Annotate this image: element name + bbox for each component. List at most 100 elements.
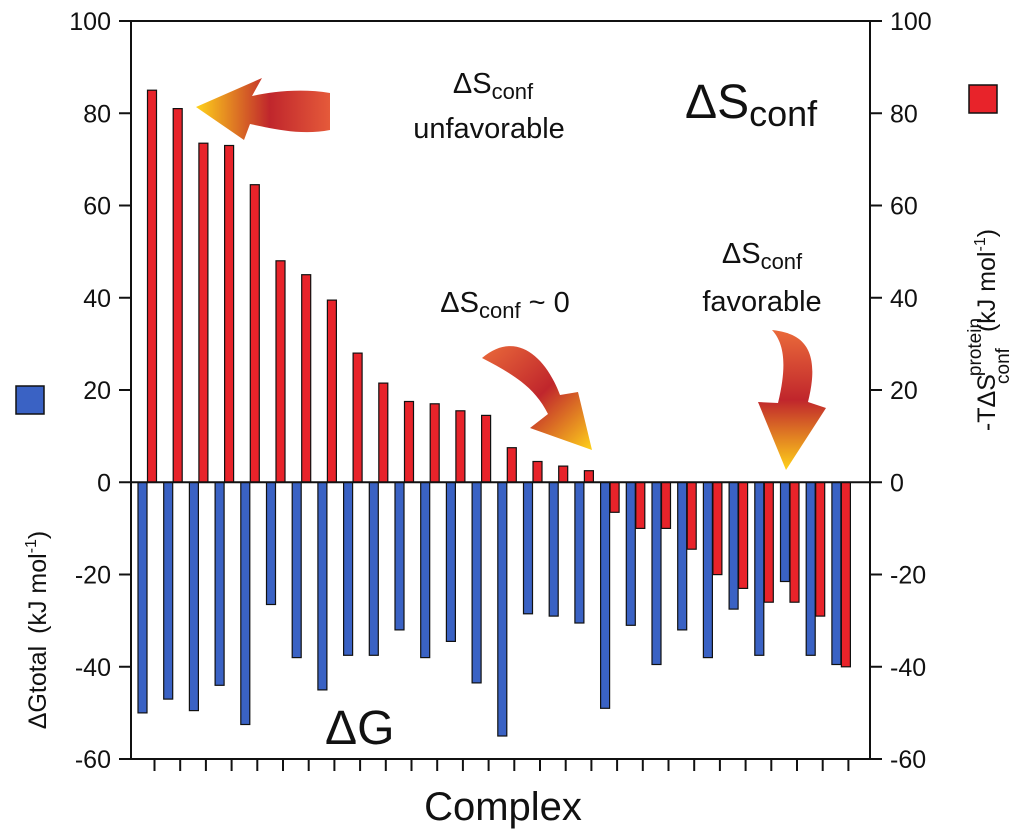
annotation-favorable-sub: conf xyxy=(761,249,803,274)
annotation-zero: ΔSconf ~ 0 xyxy=(440,287,570,323)
left-tick-label-8: -60 xyxy=(75,746,111,774)
bar-dG-12 xyxy=(420,481,431,659)
bar-dG-9 xyxy=(343,481,354,656)
bar-TdS-26 xyxy=(789,481,800,603)
left-ticks: 100 80 60 40 20 0 -20 -40 -60 xyxy=(69,8,131,774)
bar-dG-7 xyxy=(291,481,302,659)
right-tick-label-4: 20 xyxy=(890,377,918,405)
left-axis-title: ΔGtotal (kJ mol-1) xyxy=(23,531,52,730)
bar-dG-1 xyxy=(137,481,148,714)
right-tick-label-1: 80 xyxy=(890,100,918,128)
bar-dG-5 xyxy=(240,481,251,726)
left-tick-label-4: 20 xyxy=(83,377,111,405)
bar-dG-14 xyxy=(471,481,482,684)
big-label-dS-sub: conf xyxy=(749,93,818,134)
right-ticks: 100 80 60 40 20 0 -20 -40 -60 xyxy=(870,8,932,774)
legend-swatch-TdS xyxy=(968,84,998,114)
annotation-unfavorable-main: ΔS xyxy=(453,68,492,100)
big-label-dS: ΔSconf xyxy=(685,76,818,134)
arrow-unfavorable-icon xyxy=(196,78,330,140)
annotation-favorable-line1: ΔSconf xyxy=(722,238,803,274)
right-axis-title-sub: conf xyxy=(993,347,1014,384)
bar-dG-25 xyxy=(754,481,765,656)
bar-TdS-25 xyxy=(763,481,774,603)
left-tick-label-3: 40 xyxy=(83,285,111,313)
annotation-unfavorable-sub: conf xyxy=(492,79,534,104)
annotation-zero-sub: conf xyxy=(479,298,521,323)
left-axis-title-sup: -1 xyxy=(23,539,40,553)
bar-dG-10 xyxy=(368,481,379,656)
legend-swatch-dG xyxy=(15,385,45,415)
bar-TdS-11 xyxy=(403,400,415,483)
bar-TdS-21 xyxy=(660,481,672,529)
bar-TdS-8 xyxy=(326,299,337,483)
bar-TdS-16 xyxy=(532,460,543,483)
bar-TdS-22 xyxy=(686,481,697,550)
bar-dG-2 xyxy=(163,481,174,700)
bar-dG-13 xyxy=(445,481,456,642)
bar-TdS-2 xyxy=(172,107,183,483)
annotation-favorable-line2: favorable xyxy=(702,286,821,318)
bar-TdS-3 xyxy=(198,142,209,483)
bar-dG-24 xyxy=(728,481,739,610)
bar-TdS-12 xyxy=(429,403,440,483)
annotation-zero-main: ΔS xyxy=(440,287,479,319)
bar-TdS-13 xyxy=(455,410,466,483)
x-ticks xyxy=(153,759,850,771)
right-axis-title-close: ) xyxy=(973,229,1001,237)
left-tick-label-6: -20 xyxy=(75,562,111,590)
bar-TdS-15 xyxy=(506,447,517,483)
annotation-unfavorable-line1: ΔSconf xyxy=(453,68,534,104)
right-tick-label-7: -40 xyxy=(890,654,926,682)
arrow-zero-icon xyxy=(482,346,592,450)
right-tick-label-0: 100 xyxy=(890,8,932,36)
right-axis-title-sup: protein xyxy=(965,318,986,376)
right-tick-label-6: -20 xyxy=(890,562,926,590)
bar-dG-21 xyxy=(651,481,662,666)
right-axis-title-unit-sup: -1 xyxy=(972,237,989,251)
annotation-unfavorable-line2: unfavorable xyxy=(413,113,565,145)
bar-TdS-1 xyxy=(146,89,158,483)
arrow-favorable-icon xyxy=(758,330,826,470)
bar-TdS-28 xyxy=(840,481,852,668)
bar-TdS-6 xyxy=(275,260,286,483)
right-tick-label-8: -60 xyxy=(890,746,926,774)
bar-dG-17 xyxy=(548,481,559,617)
right-tick-label-2: 60 xyxy=(890,193,918,221)
bar-dG-11 xyxy=(394,481,405,631)
bar-TdS-5 xyxy=(249,184,260,483)
bar-TdS-27 xyxy=(815,481,826,617)
bar-TdS-20 xyxy=(635,481,646,529)
left-axis-title-close: ) xyxy=(24,531,52,539)
annotation-favorable-main: ΔS xyxy=(722,238,761,270)
bar-dG-27 xyxy=(805,481,816,656)
bar-dG-15 xyxy=(497,481,508,737)
bar-dG-22 xyxy=(677,481,688,631)
x-axis-title: Complex xyxy=(424,785,582,829)
bar-TdS-10 xyxy=(378,382,389,483)
bar-dG-18 xyxy=(574,481,585,624)
left-tick-label-7: -40 xyxy=(75,654,111,682)
bar-dG-20 xyxy=(625,481,636,626)
bar-TdS-23 xyxy=(712,481,723,576)
bar-dG-23 xyxy=(702,481,714,659)
left-axis-title-unit: (kJ mol xyxy=(24,553,52,634)
left-tick-label-1: 80 xyxy=(83,100,111,128)
bar-dG-4 xyxy=(214,481,225,686)
annotation-zero-tail: ~ 0 xyxy=(521,287,570,319)
left-tick-label-2: 60 xyxy=(83,193,111,221)
bar-dG-6 xyxy=(265,481,277,606)
bar-dG-16 xyxy=(522,481,534,615)
bar-TdS-9 xyxy=(352,352,363,483)
left-tick-label-5: 0 xyxy=(97,469,111,497)
bars-group xyxy=(137,89,852,737)
bar-TdS-7 xyxy=(301,274,312,483)
bar-TdS-17 xyxy=(558,465,569,483)
big-label-dS-main: ΔS xyxy=(685,76,749,129)
left-tick-label-0: 100 xyxy=(69,8,111,36)
bar-dG-19 xyxy=(599,481,611,709)
bar-TdS-19 xyxy=(609,481,620,513)
right-axis-title-unit: (kJ mol xyxy=(973,251,1001,332)
right-axis-title-prefix: -TΔS xyxy=(973,374,1001,431)
